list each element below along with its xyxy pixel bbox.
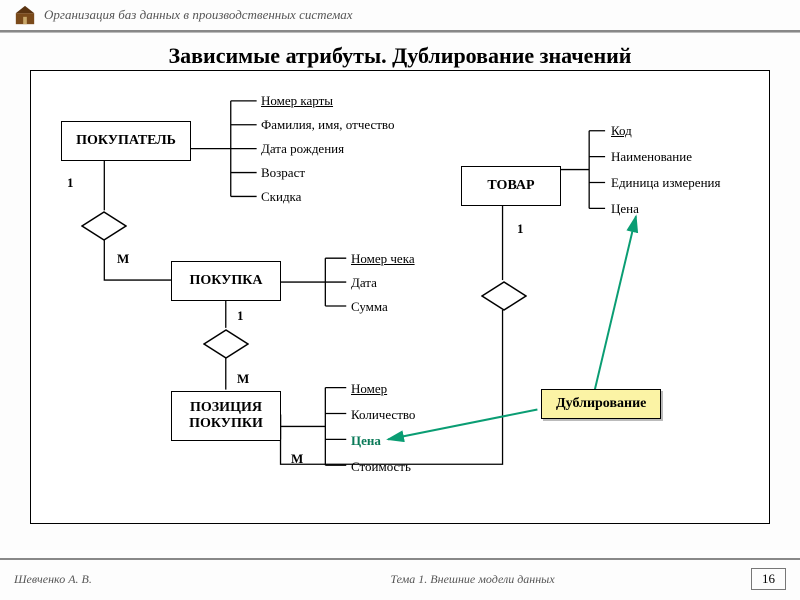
entity-purchase: ПОКУПКА (171, 261, 281, 301)
footer: Шевченко А. В. Тема 1. Внешние модели да… (0, 558, 800, 600)
attribute-label: Цена (351, 433, 381, 449)
entity-buyer: ПОКУПАТЕЛЬ (61, 121, 191, 161)
cardinality-label: 1 (517, 221, 524, 237)
cardinality-label: M (291, 451, 303, 467)
page-number: 16 (751, 568, 786, 590)
attribute-label: Сумма (351, 299, 388, 315)
attribute-label: Наименование (611, 149, 692, 165)
attribute-label: Номер (351, 381, 387, 397)
footer-theme: Тема 1. Внешние модели данных (194, 572, 751, 587)
attribute-label: Скидка (261, 189, 301, 205)
attribute-label: Код (611, 123, 632, 139)
relationship-diamond (481, 281, 527, 311)
cardinality-label: 1 (67, 175, 74, 191)
relationship-diamond (203, 329, 249, 359)
attribute-label: Дата рождения (261, 141, 344, 157)
header-subtitle: Организация баз данных в производственны… (44, 7, 353, 23)
attribute-label: Единица измерения (611, 175, 720, 191)
attribute-label: Количество (351, 407, 415, 423)
cardinality-label: 1 (237, 308, 244, 324)
diagram-frame: ПОКУПАТЕЛЬ ТОВАР ПОКУПКА ПОЗИЦИЯ ПОКУПКИ 1 M 1… (30, 70, 770, 524)
relationship-diamond (81, 211, 127, 241)
footer-author: Шевченко А. В. (14, 572, 194, 587)
entity-product: ТОВАР (461, 166, 561, 206)
cardinality-label: M (237, 371, 249, 387)
attribute-label: Возраст (261, 165, 305, 181)
attribute-label: Цена (611, 201, 639, 217)
attribute-label: Номер карты (261, 93, 333, 109)
attribute-label: Стоимость (351, 459, 411, 475)
entity-position: ПОЗИЦИЯ ПОКУПКИ (171, 391, 281, 441)
attribute-label: Дата (351, 275, 377, 291)
cardinality-label: M (117, 251, 129, 267)
attribute-label: Номер чека (351, 251, 415, 267)
logo-icon (14, 4, 36, 26)
attribute-label: Фамилия, имя, отчество (261, 117, 394, 133)
callout-duplication: Дублирование (541, 389, 661, 419)
